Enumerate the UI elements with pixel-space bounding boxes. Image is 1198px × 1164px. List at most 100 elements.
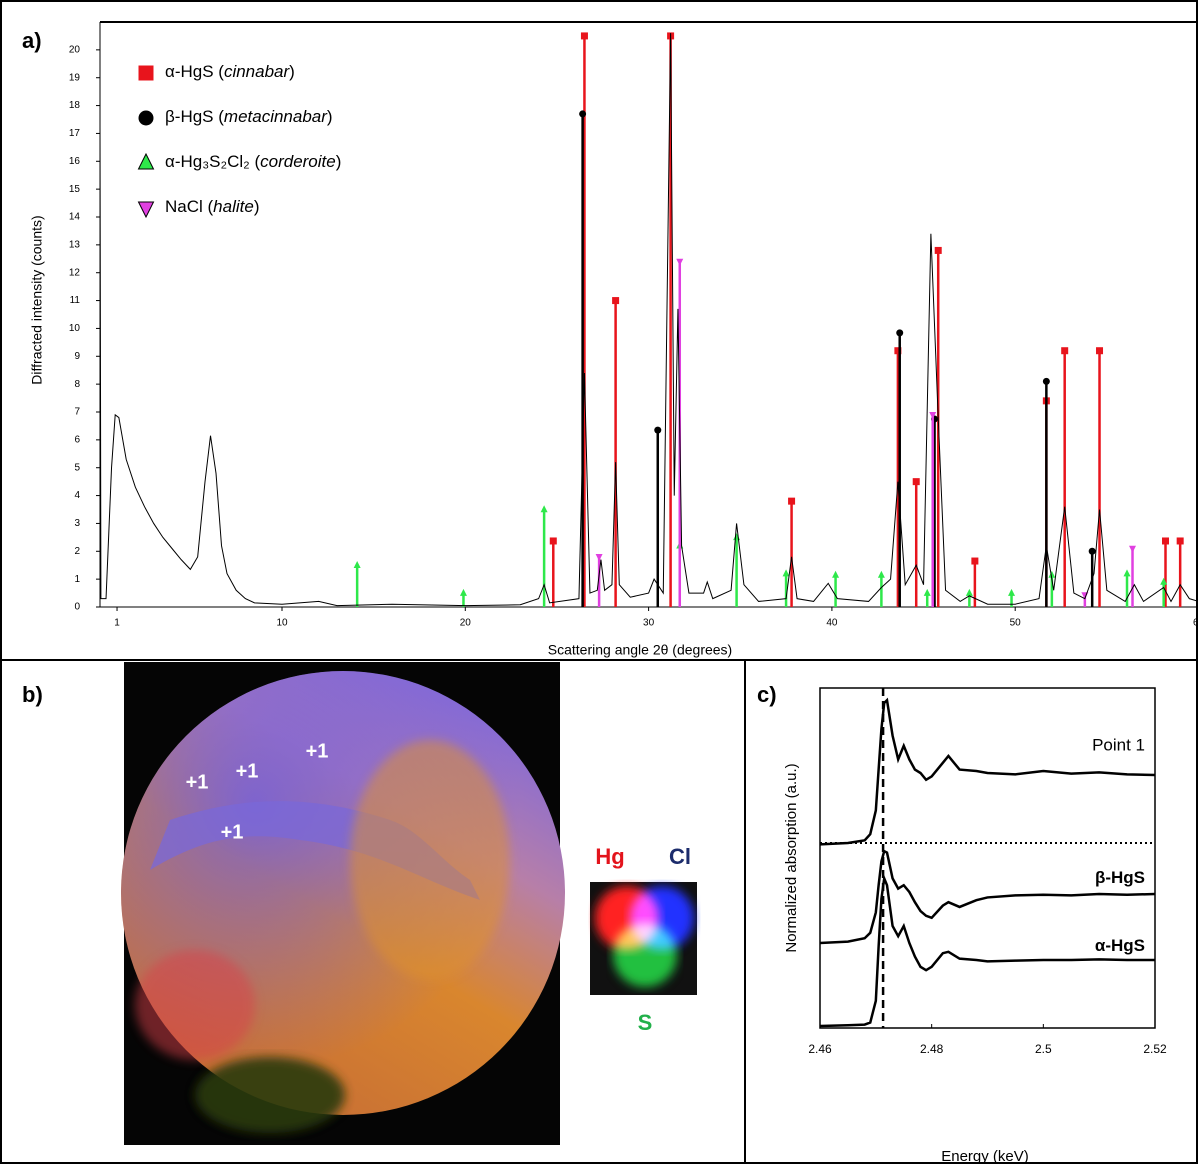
spectrum: [820, 697, 1156, 846]
x-tick-label: 2.46: [808, 1042, 832, 1056]
stick-marker: [137, 152, 155, 170]
x-tick-label: 60: [1193, 618, 1198, 629]
stick-marker: [676, 258, 684, 266]
reference-peak: [1096, 347, 1104, 607]
reference-peak: [579, 110, 587, 607]
element-label: Hg: [595, 844, 624, 869]
point-label: +1: [236, 760, 259, 782]
legend-marker: [137, 152, 155, 170]
x-axis-title: Energy (keV): [941, 1148, 1029, 1164]
reference-peak: [1042, 377, 1050, 607]
stick-marker: [612, 297, 620, 305]
legend-label: α-Hg₃S₂Cl₂ (corderoite): [165, 152, 341, 171]
y-tick-label: 19: [69, 72, 81, 83]
stick-marker: [579, 110, 587, 118]
stick-marker: [595, 554, 603, 562]
reference-peak: [1061, 347, 1069, 607]
y-tick-label: 8: [74, 379, 80, 390]
element-label: Cl: [669, 844, 691, 869]
stick-marker: [540, 505, 548, 513]
y-tick-label: 9: [74, 351, 80, 362]
y-tick-label: 4: [74, 490, 80, 501]
y-tick-label: 11: [70, 295, 81, 306]
plot-area: [100, 22, 1198, 607]
spectrum-label: Point 1: [1092, 735, 1145, 754]
spectrum: [820, 873, 1155, 1028]
reference-peak: [1162, 537, 1170, 607]
x-tick-label: 10: [276, 618, 288, 629]
stick-marker: [1048, 570, 1056, 578]
panel-label: b): [22, 682, 43, 707]
legend-marker: [137, 201, 155, 219]
stick-marker: [1042, 377, 1050, 385]
y-tick-label: 18: [69, 100, 81, 111]
point-label: +1: [186, 771, 209, 793]
stick-marker: [1008, 588, 1016, 596]
y-tick-label: 2: [74, 546, 80, 557]
reference-peak: [353, 561, 361, 607]
y-tick-label: 17: [69, 128, 81, 139]
stick-marker: [353, 561, 361, 569]
y-axis-title: Normalized absorption (a.u.): [783, 763, 800, 952]
reference-peak: [971, 557, 979, 607]
stick-marker: [788, 497, 796, 505]
stick-marker: [1129, 545, 1137, 553]
legend-label: β-HgS (metacinnabar): [165, 107, 333, 126]
reference-peak: [1160, 577, 1168, 607]
stick-marker: [1123, 569, 1131, 577]
reference-peak: [549, 537, 557, 607]
x-tick-label: 30: [643, 618, 655, 629]
y-tick-label: 1: [74, 574, 80, 585]
reference-peak: [896, 329, 904, 607]
legend-marker: [138, 110, 154, 126]
stick-marker: [459, 588, 467, 596]
x-tick-label: 1: [114, 618, 120, 629]
legend-label: α-HgS (cinnabar): [165, 62, 295, 81]
diffraction-pattern: [100, 22, 1198, 607]
stick-marker: [832, 570, 840, 578]
stick-marker: [1096, 347, 1104, 355]
spectrum-label: β-HgS: [1095, 868, 1145, 887]
spectrum: [820, 849, 1156, 945]
spectrum-label: α-HgS: [1095, 936, 1145, 955]
x-tick-label: 2.5: [1035, 1042, 1052, 1056]
stick-marker: [971, 557, 979, 565]
x-axis-title: Scattering angle 2θ (degrees): [548, 642, 732, 658]
y-axis-title: Diffracted intensity (counts): [29, 215, 45, 384]
reference-peak: [612, 297, 620, 607]
reference-peak: [877, 570, 885, 607]
stick-marker: [782, 569, 790, 577]
legend-label: NaCl (halite): [165, 197, 259, 216]
reference-peak: [782, 569, 790, 607]
y-tick-label: 7: [74, 407, 80, 418]
reference-peak: [459, 588, 467, 607]
x-tick-label: 40: [826, 618, 838, 629]
y-tick-label: 16: [69, 156, 81, 167]
reference-peak: [912, 478, 920, 607]
stick-marker: [912, 478, 920, 486]
y-tick-label: 0: [74, 602, 80, 613]
stick-marker: [733, 533, 741, 541]
stick-marker: [1160, 577, 1168, 585]
stick-marker: [923, 588, 931, 596]
reference-peak: [1123, 569, 1131, 607]
stick-marker: [965, 588, 973, 596]
stick-marker: [138, 65, 154, 81]
stick-marker: [896, 329, 904, 337]
reference-peak: [1176, 537, 1184, 607]
y-tick-label: 5: [74, 462, 80, 473]
y-tick-label: 6: [74, 434, 80, 445]
y-tick-label: 15: [69, 184, 81, 195]
y-tick-label: 3: [74, 518, 80, 529]
x-tick-label: 2.48: [920, 1042, 944, 1056]
y-tick-label: 12: [69, 267, 81, 278]
reference-peak: [1129, 545, 1137, 607]
y-tick-label: 20: [69, 44, 81, 55]
reference-peak: [540, 505, 548, 607]
y-tick-label: 13: [69, 239, 81, 250]
x-tick-label: 2.52: [1143, 1042, 1167, 1056]
stick-marker: [1061, 347, 1069, 355]
panel-label: a): [22, 28, 42, 53]
